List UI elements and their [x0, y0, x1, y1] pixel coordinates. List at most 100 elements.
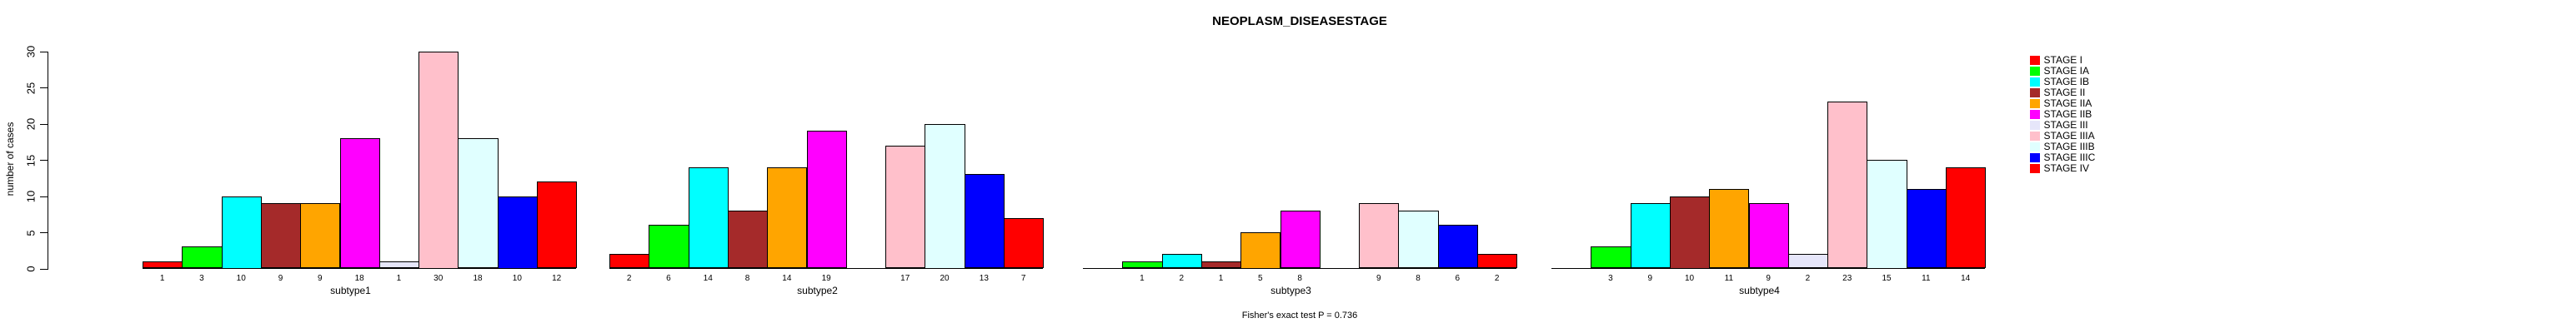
y-axis-tick: [40, 232, 48, 233]
y-axis-tick-label: 20: [24, 117, 38, 131]
bar-value-label: 3: [1608, 273, 1613, 283]
legend-swatch: [2030, 66, 2040, 77]
bar-value-label: 2: [1179, 273, 1185, 283]
legend-swatch: [2030, 120, 2040, 131]
bar-stage-iib-subtype4: [1748, 203, 1789, 269]
legend-swatch: [2030, 152, 2040, 163]
y-axis-tick: [40, 196, 48, 197]
y-axis-tick: [40, 160, 48, 161]
x-group-label-subtype3: subtype3: [1270, 285, 1311, 296]
bar-stage-iv-subtype1: [537, 181, 578, 269]
legend-label: STAGE IIIC: [2043, 152, 2096, 163]
legend-swatch: [2030, 131, 2040, 142]
legend-label: STAGE IIIA: [2043, 130, 2095, 142]
legend-label: STAGE IIA: [2043, 97, 2092, 109]
x-group-label-subtype4: subtype4: [1739, 285, 1780, 296]
bar-value-label: 9: [318, 273, 323, 283]
y-axis-tick-label: 30: [24, 45, 38, 58]
bar-stage-ia-subtype1: [182, 246, 223, 269]
bar-value-label: 10: [512, 273, 522, 283]
bar-stage-iiic-subtype3: [1437, 225, 1478, 269]
bar-value-label: 18: [473, 273, 483, 283]
legend-item: STAGE IIIB: [2030, 142, 2095, 152]
x-axis-baseline: [1083, 268, 1517, 269]
y-axis-tick-label: 15: [24, 154, 38, 166]
legend-item: STAGE IB: [2030, 77, 2095, 87]
bar-value-label: 1: [159, 273, 165, 283]
legend-item: STAGE IIIA: [2030, 131, 2095, 142]
legend-label: STAGE I: [2043, 54, 2082, 66]
bar-stage-iv-subtype4: [1946, 166, 1987, 269]
bar-stage-iiic-subtype2: [964, 174, 1005, 269]
bar-stage-ii-subtype1: [260, 203, 302, 269]
bar-value-label: 10: [236, 273, 246, 283]
bar-stage-ib-subtype1: [221, 196, 262, 269]
bar-value-label: 14: [703, 273, 713, 283]
bar-stage-iii-subtype1: [378, 261, 420, 269]
x-group-label-subtype1: subtype1: [330, 285, 371, 296]
bar-value-label: 3: [199, 273, 204, 283]
legend-swatch: [2030, 77, 2040, 87]
x-axis-baseline: [609, 268, 1044, 269]
bar-value-label: 18: [354, 273, 364, 283]
legend-label: STAGE IIB: [2043, 108, 2092, 120]
legend-label: STAGE III: [2043, 119, 2088, 131]
bar-stage-iib-subtype1: [339, 137, 380, 269]
bar-stage-iiia-subtype4: [1827, 102, 1868, 269]
x-group-label-subtype2: subtype2: [797, 285, 838, 296]
bar-stage-iv-subtype3: [1477, 254, 1518, 269]
bar-value-label: 2: [1805, 273, 1811, 283]
bar-stage-iiib-subtype3: [1398, 210, 1439, 269]
bar-value-label: 19: [821, 273, 831, 283]
legend-item: STAGE IIIC: [2030, 152, 2095, 163]
bar-stage-iiia-subtype3: [1359, 203, 1400, 269]
legend-item: STAGE I: [2030, 55, 2095, 66]
bar-value-label: 1: [1218, 273, 1224, 283]
legend-item: STAGE III: [2030, 120, 2095, 131]
legend-label: STAGE II: [2043, 87, 2086, 98]
y-axis-tick: [40, 268, 48, 270]
bar-stage-iiic-subtype4: [1906, 188, 1947, 269]
bar-value-label: 2: [1494, 273, 1500, 283]
x-axis-baseline: [143, 268, 577, 269]
legend-swatch: [2030, 87, 2040, 98]
legend-swatch: [2030, 98, 2040, 109]
bar-value-label: 23: [1842, 273, 1852, 283]
bar-stage-iiic-subtype1: [497, 196, 538, 269]
legend-label: STAGE IB: [2043, 76, 2089, 87]
bar-value-label: 8: [1416, 273, 1421, 283]
bar-stage-ia-subtype4: [1591, 246, 1631, 269]
bar-stage-i-subtype1: [143, 261, 183, 269]
legend-swatch: [2030, 109, 2040, 120]
bar-value-label: 13: [979, 273, 989, 283]
legend-label: STAGE IIIB: [2043, 141, 2095, 152]
x-axis-baseline: [1551, 268, 1986, 269]
y-axis-tick-label: 10: [24, 190, 38, 203]
legend-swatch: [2030, 142, 2040, 152]
bar-stage-iii-subtype4: [1787, 254, 1829, 269]
bar-value-label: 6: [666, 273, 671, 283]
bar-stage-ii-subtype4: [1669, 196, 1711, 269]
legend-label: STAGE IA: [2043, 65, 2089, 77]
bar-stage-ii-subtype3: [1200, 261, 1242, 269]
bar-value-label: 14: [782, 273, 792, 283]
bar-stage-iiia-subtype2: [885, 145, 926, 269]
y-axis-tick-label: 0: [24, 266, 38, 272]
bar-value-label: 15: [1882, 273, 1892, 283]
bar-value-label: 1: [1140, 273, 1145, 283]
bar-stage-iib-subtype2: [806, 131, 847, 269]
bar-stage-iiib-subtype1: [458, 137, 499, 269]
bar-stage-ii-subtype2: [727, 210, 769, 269]
bar-stage-ia-subtype3: [1122, 261, 1163, 269]
legend-swatch: [2030, 55, 2040, 66]
bar-value-label: 7: [1020, 273, 1026, 283]
bar-value-label: 8: [1297, 273, 1302, 283]
bar-value-label: 2: [626, 273, 632, 283]
bar-stage-iiib-subtype4: [1867, 160, 1907, 269]
y-axis-tick: [40, 123, 48, 125]
legend-item: STAGE II: [2030, 87, 2095, 98]
bar-value-label: 20: [940, 273, 950, 283]
bar-value-label: 30: [434, 273, 444, 283]
bar-value-label: 17: [900, 273, 910, 283]
bar-stage-ib-subtype3: [1161, 254, 1202, 269]
